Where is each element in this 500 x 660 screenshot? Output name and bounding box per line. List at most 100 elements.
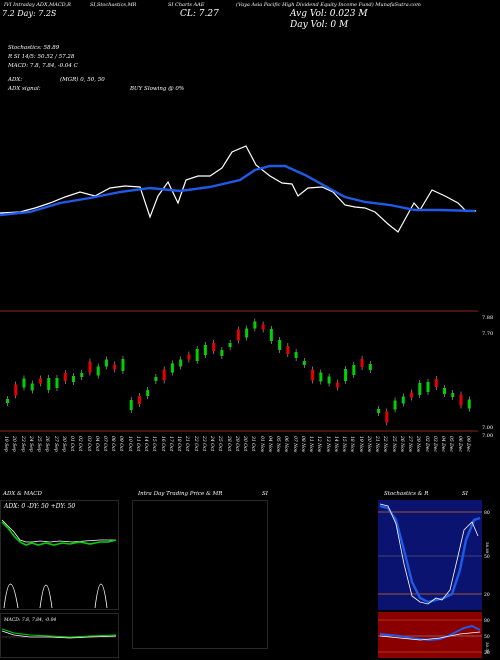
date-label: 05 Nov [275, 436, 281, 453]
date-label: 21 Nov [374, 436, 380, 453]
candle-body [459, 394, 463, 406]
candle-body [55, 378, 59, 388]
date-label: 07 Oct [101, 436, 107, 452]
intra-panel-title: Intra Day Trading Price & MR [138, 491, 223, 497]
date-label: 09 Dec [464, 436, 470, 452]
candle-body [71, 376, 75, 382]
date-label: 14 Oct [143, 436, 149, 452]
candle-body [104, 359, 108, 367]
price-axis-label-0: 7.88 [482, 315, 493, 321]
date-label: 06 Nov [283, 436, 289, 453]
candle-body [137, 396, 141, 404]
date-label: 03 Oct [85, 436, 91, 452]
date-label: 27 Sep [52, 436, 58, 452]
avg-vol: Avg Vol: 0.023 M [290, 9, 368, 19]
ma-line [0, 164, 476, 217]
candle-body [80, 373, 84, 377]
price-axis-label-1: 7.70 [482, 331, 493, 337]
candle-body [179, 359, 183, 367]
date-label: 20 Nov [365, 436, 371, 453]
candle-body [236, 329, 240, 341]
date-label: 11 Nov [308, 436, 314, 453]
date-label: 26 Sep [44, 436, 50, 452]
date-label: 26 Nov [398, 436, 404, 453]
candle-body [22, 378, 26, 388]
candle-body [327, 376, 331, 384]
date-axis: 19 Sep 20 Sep 23 Sep 24 Sep 25 Sep 26 Sep 27 S… [0, 436, 500, 480]
rsi-axis-80: 80 [484, 618, 490, 624]
date-label: 02 Oct [77, 436, 83, 452]
macd-green-line [1, 628, 117, 638]
candle-body [368, 364, 372, 370]
rsi-axis-50: 50 [484, 634, 490, 640]
candle-body [220, 350, 224, 356]
date-label: 24 Oct [209, 436, 215, 452]
macd-inner-label: MACD: 7.8, 7.84, -0.04 [3, 617, 56, 623]
date-label: 11 Oct [134, 436, 140, 452]
date-label: 22 Nov [382, 436, 388, 453]
adx-arc-2 [39, 584, 53, 609]
adx-white-line [1, 519, 116, 543]
adx-arc-3 [94, 583, 108, 609]
date-label: 09 Oct [118, 436, 124, 452]
date-label: 27 Nov [407, 436, 412, 453]
price-axis-label-2: 7.00 [482, 425, 493, 431]
candle-body [294, 352, 298, 358]
candle-body [377, 409, 381, 413]
date-label: 05 Dec [448, 436, 454, 452]
candle-body [170, 363, 174, 373]
candle-body [228, 343, 232, 347]
candle-body [360, 359, 364, 367]
date-label: 19 Sep [3, 436, 8, 452]
candle-body [203, 345, 207, 355]
candle-body [335, 382, 339, 388]
candle-body [212, 343, 216, 351]
macd-white-line [1, 630, 117, 639]
candle-body [96, 366, 100, 376]
date-label: 01 Nov [258, 436, 264, 453]
date-label: 07 Nov [291, 436, 297, 453]
date-label: 04 Oct [93, 436, 99, 452]
rsi-white-line [379, 631, 481, 641]
date-label: 03 Dec [431, 436, 437, 452]
date-label: 19 Nov [357, 436, 363, 453]
candle-body [451, 393, 455, 397]
date-label: 30 Oct [242, 436, 248, 452]
adx-panel-title: ADX & MACD [3, 491, 42, 497]
indicator-line: IVI Intraday ADX,MACD,R [4, 2, 71, 8]
stoch-detail: R SI 14/5: 50.52 / 57.28 [8, 54, 75, 60]
adx-info: ADX: [8, 77, 23, 83]
candle-body [245, 328, 249, 338]
candle-body [113, 364, 117, 370]
date-label: 08 Oct [110, 436, 116, 452]
rsi-panel: 80 50 20 50.52 [378, 612, 490, 658]
date-label: 25 Sep [36, 436, 41, 452]
candle-body [426, 382, 430, 392]
date-label: 21 Oct [184, 436, 190, 452]
stoch-label: SI,Stochastics,MR [90, 2, 137, 8]
candle-body [187, 354, 191, 360]
stoch-panel-si: SI [462, 491, 468, 497]
adx-signal: ADX signal: [8, 86, 41, 92]
stoch-axis-80: 80 [484, 510, 490, 516]
candle-chart: 7.88 7.70 7.00 7.00 [0, 310, 493, 439]
candle-body [352, 365, 356, 375]
date-label: 02 Dec [423, 436, 429, 452]
date-label: 23 Sep [19, 436, 25, 452]
candle-body [6, 399, 9, 403]
date-label: 01 Oct [69, 436, 74, 452]
stoch-axis-20: 20 [484, 592, 490, 598]
adx-green-line [1, 521, 117, 546]
ma-chart [0, 145, 476, 233]
candle-body [443, 388, 447, 394]
date-label: 10 Oct [126, 436, 132, 452]
day-vol: Day Vol: 0 M [290, 20, 349, 30]
candle-body [418, 383, 422, 395]
candle-body [162, 369, 166, 381]
date-label: 04 Nov [266, 436, 272, 453]
candle-body [146, 390, 150, 396]
price-line [0, 145, 476, 233]
candle-body [286, 346, 290, 354]
date-label: 25 Oct [217, 436, 223, 452]
candle-body [129, 400, 133, 410]
